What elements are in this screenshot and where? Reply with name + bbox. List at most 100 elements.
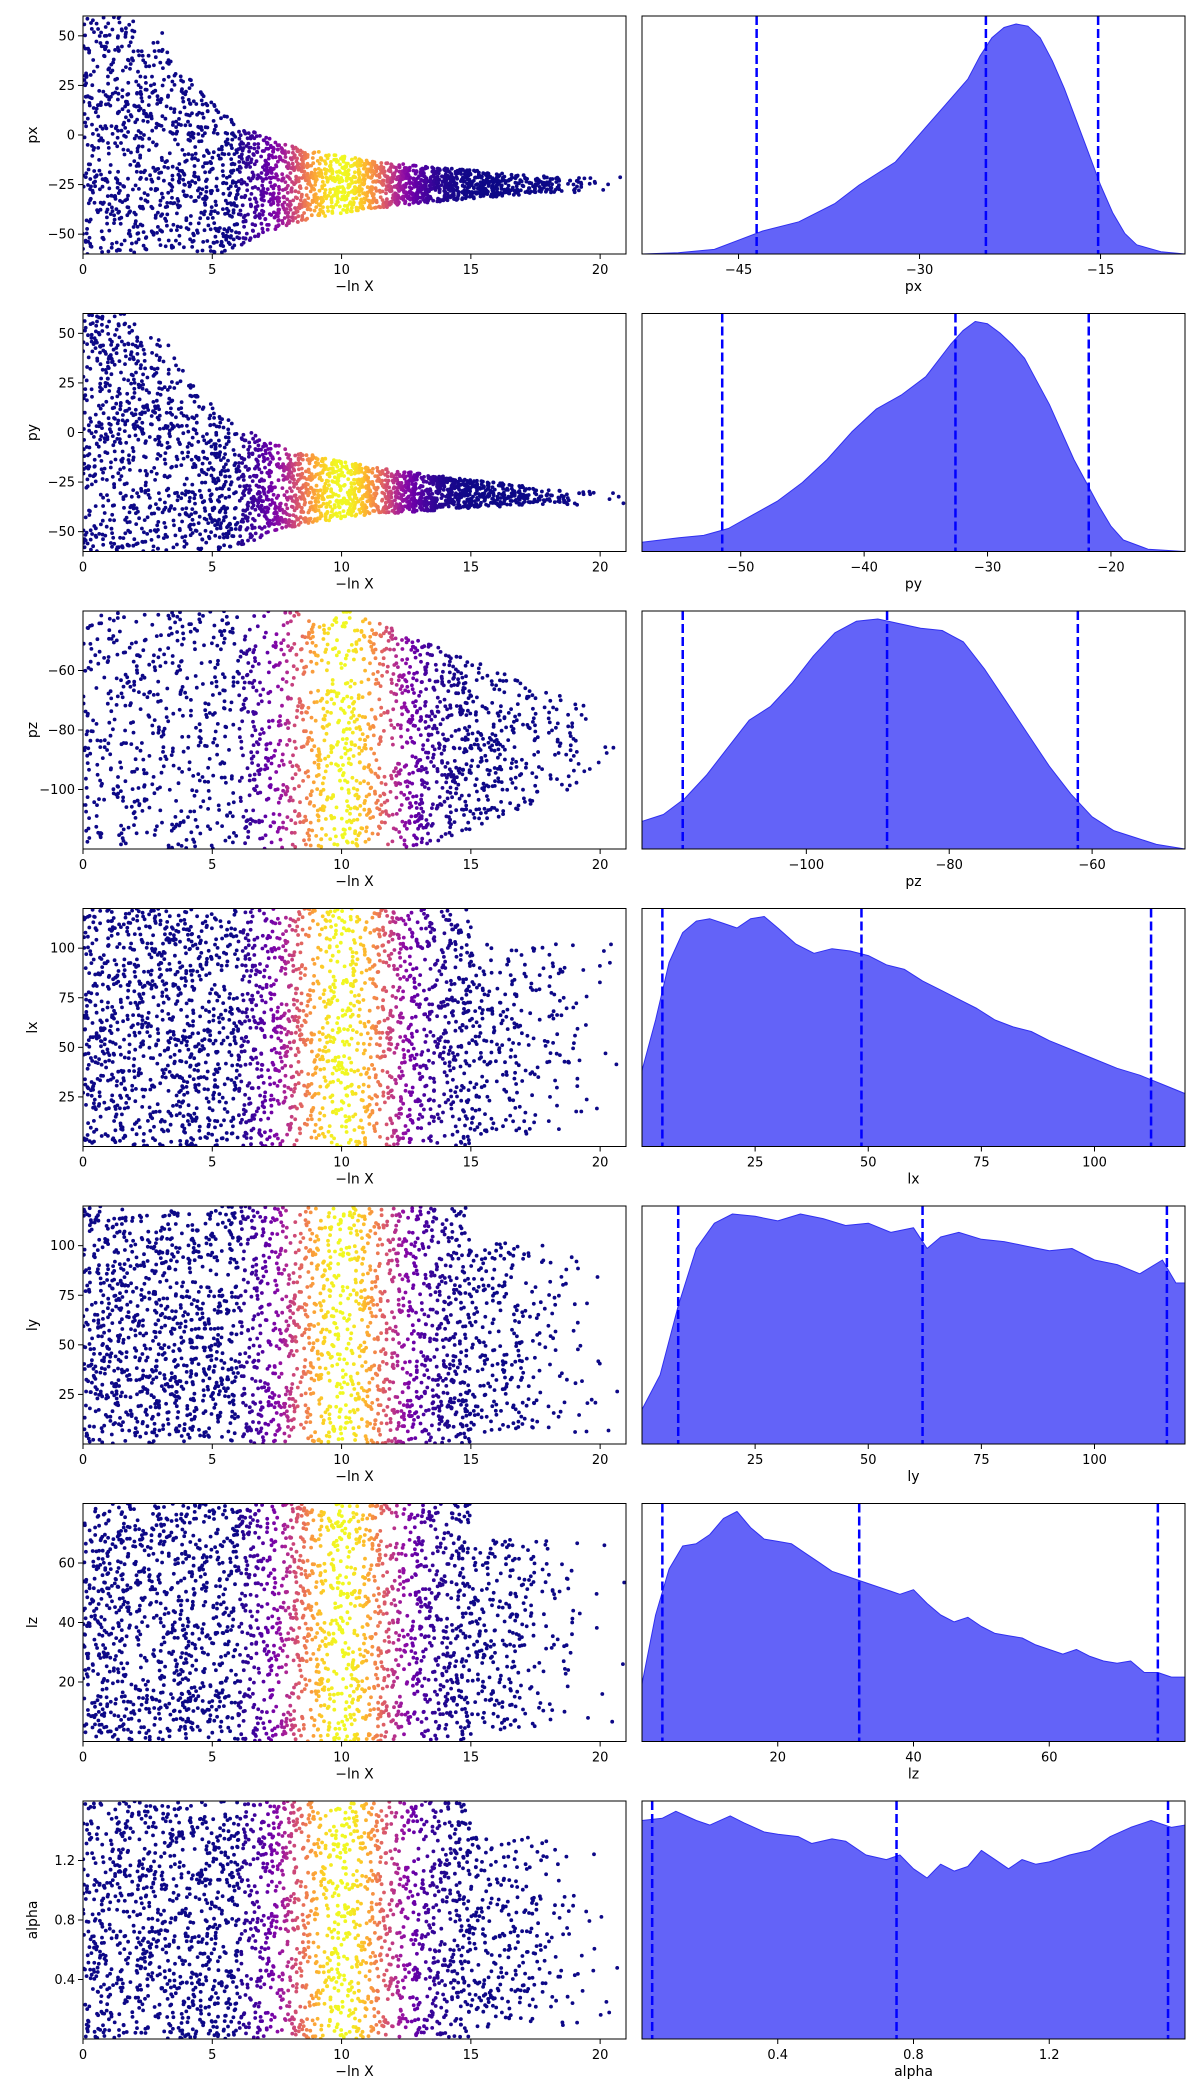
x-tick-label: 20 [592,1453,609,1468]
x-tick-label: 0 [79,1751,87,1766]
x-tick-label: 75 [973,1156,990,1171]
x-tick-label: 20 [592,858,609,873]
y-tick-label: 25 [58,1388,75,1403]
density-area-py [642,321,1185,552]
x-tick-label: 10 [333,1453,350,1468]
x-tick-label: 15 [463,2048,480,2063]
scatter-xlabel: −ln X [335,874,374,890]
x-tick-label: 0.4 [767,2048,788,2063]
density-area-pz [642,618,1185,849]
scatter-frame [82,908,627,1147]
x-tick-label: −80 [936,858,963,873]
scatter-ylabel: py [25,424,41,441]
y-tick-label: 75 [58,1289,75,1304]
y-tick-label: 100 [50,1239,75,1254]
scatter-ylabel: lz [25,1617,41,1628]
scatter-frame [82,1205,627,1445]
x-tick-label: 5 [208,1751,216,1766]
x-tick-label: 100 [1082,1453,1107,1468]
density-area-lx [642,916,1185,1147]
x-tick-label: −50 [727,561,754,576]
scatter-xlabel: −ln X [335,1767,374,1783]
x-tick-label: −30 [974,561,1001,576]
x-tick-label: −30 [906,263,933,278]
x-tick-label: 25 [747,1453,764,1468]
scatter-ylabel: ly [25,1319,41,1331]
y-tick-label: 40 [58,1616,75,1631]
x-tick-label: 10 [333,1156,350,1171]
posterior-panel-lx: 25 50 75 100 lx [641,908,1186,1188]
y-tick-label: 0 [67,426,75,441]
x-tick-label: 100 [1082,1156,1107,1171]
scatter-panel-ly: 25 50 75 100 0 5 10 15 20 −ln X ly [25,1205,627,1485]
posterior-panel-ly: 25 50 75 100 ly [641,1205,1186,1485]
x-tick-label: 10 [333,2048,350,2063]
y-tick-label: −60 [48,664,75,679]
scatter-points-py [83,313,626,552]
x-tick-label: 15 [463,263,480,278]
x-tick-label: −40 [850,561,877,576]
y-tick-label: 100 [50,942,75,957]
scatter-xlabel: −ln X [335,1172,374,1188]
posterior-panel-lz: 20 40 60 lz [641,1503,1186,1783]
x-tick-label: 75 [973,1453,990,1468]
x-tick-label: 25 [747,1156,764,1171]
x-tick-label: 0 [79,2048,87,2063]
scatter-panel-pz: −100 −80 −60 0 5 10 15 20 −ln X pz [25,610,627,890]
x-tick-label: 5 [208,1453,216,1468]
scatter-points-lz [83,1503,626,1742]
x-tick-label: 20 [769,1751,786,1766]
scatter-xlabel: −ln X [335,577,374,593]
x-tick-label: 50 [860,1453,877,1468]
y-tick-label: 50 [58,1338,75,1353]
scatter-ylabel: pz [25,722,41,738]
x-tick-label: 0.8 [903,2048,924,2063]
scatter-ylabel: px [25,126,41,143]
y-tick-label: 25 [58,376,75,391]
x-tick-label: 15 [463,1751,480,1766]
x-tick-label: 1.2 [1039,2048,1060,2063]
posterior-panel-py: −50 −40 −30 −20 py [641,313,1186,593]
posterior-xlabel: pz [905,874,921,890]
scatter-panel-py: −50 −25 0 25 50 0 5 10 15 20 −ln X py [25,313,627,593]
posterior-xlabel: lx [907,1172,919,1188]
scatter-points-px [83,16,623,254]
posterior-frame [641,610,1186,850]
scatter-ylabel: lx [25,1021,41,1033]
posterior-xlabel: py [905,577,922,593]
y-tick-label: −80 [48,724,75,739]
y-tick-label: 1.2 [54,1854,75,1869]
x-tick-label: 15 [463,858,480,873]
x-tick-label: 5 [208,561,216,576]
x-tick-label: 5 [208,858,216,873]
x-tick-label: 10 [333,1751,350,1766]
x-tick-label: 20 [592,561,609,576]
x-tick-label: 0 [79,1453,87,1468]
density-area-lz [642,1511,1185,1742]
y-tick-label: 25 [58,1090,75,1105]
x-tick-label: 0 [79,263,87,278]
posterior-panel-px: −45 −30 −15 px [641,15,1186,295]
y-tick-label: −25 [48,178,75,193]
x-tick-label: −100 [788,858,824,873]
y-tick-label: 0 [67,129,75,144]
x-tick-label: 60 [1041,1751,1058,1766]
x-tick-label: 0 [79,561,87,576]
y-tick-label: −100 [39,783,75,798]
posterior-frame [641,1205,1186,1445]
x-tick-label: 20 [592,263,609,278]
x-tick-label: 5 [208,1156,216,1171]
y-tick-label: 50 [58,29,75,44]
scatter-panel-lx: 25 50 75 100 0 5 10 15 20 −ln X lx [25,908,627,1188]
density-area-alpha [642,1810,1185,2039]
scatter-points-alpha [83,1801,620,2039]
y-tick-label: 75 [58,991,75,1006]
x-tick-label: 50 [860,1156,877,1171]
density-area-ly [642,1213,1185,1444]
scatter-points-pz [83,611,616,849]
y-tick-label: 50 [58,1041,75,1056]
y-tick-label: 25 [58,79,75,94]
x-tick-label: 5 [208,263,216,278]
y-tick-label: 60 [58,1557,75,1572]
scatter-panel-alpha: 0.4 0.8 1.2 0 5 10 15 20 −ln X alpha [25,1800,627,2080]
